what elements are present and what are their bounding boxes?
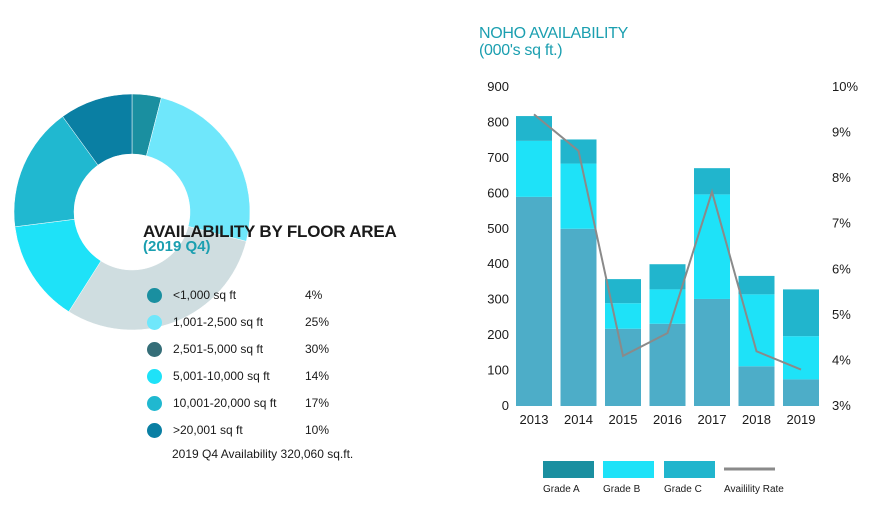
noho-title: NOHO AVAILABILITY	[479, 25, 629, 42]
bar-grade-b-2014	[560, 163, 597, 229]
legend-label: Grade A	[543, 484, 580, 495]
y2-tick-label: 5%	[832, 307, 851, 322]
bar-grade-a-2013	[516, 196, 552, 406]
bar-grade-b-2015	[605, 303, 641, 329]
bar-grade-c-2016	[649, 264, 686, 290]
legend-label: 10,001-20,000 sq ft	[173, 396, 277, 410]
bar-grade-b-2017	[694, 194, 730, 299]
y2-tick-label: 6%	[832, 261, 851, 276]
legend-dot	[147, 423, 162, 438]
y-tick-label: 200	[487, 327, 509, 342]
legend-label: Grade B	[603, 484, 641, 495]
floor-area-donut	[13, 93, 251, 331]
legend-label: Availility Rate	[724, 484, 784, 495]
legend-dot	[147, 315, 162, 330]
noho-subtitle: (000's sq ft.)	[479, 42, 563, 59]
y2-tick-label: 7%	[832, 216, 851, 231]
legend-dot	[147, 369, 162, 384]
legend-label: Grade C	[664, 484, 702, 495]
x-tick-label: 2014	[564, 412, 593, 427]
bar-grade-a-2017	[694, 298, 730, 406]
y2-tick-label: 8%	[832, 170, 851, 185]
legend-dot	[147, 396, 162, 411]
y2-tick-label: 9%	[832, 125, 851, 140]
legend-dot	[147, 288, 162, 303]
legend-label: >20,001 sq ft	[173, 423, 243, 437]
availability-rate-line	[533, 113, 802, 371]
y-tick-label: 100	[487, 363, 509, 378]
legend-swatch-grade-a	[543, 461, 594, 478]
total-availability-note: 2019 Q4 Availability 320,060 sq.ft.	[172, 447, 354, 461]
legend-dot	[147, 342, 162, 357]
y2-tick-label: 3%	[832, 398, 851, 413]
y-tick-label: 900	[487, 79, 509, 94]
bar-grade-c-2018	[738, 275, 775, 295]
y2-tick-label: 4%	[832, 352, 851, 367]
floor-area-title: AVAILABILITY BY FLOOR AREA	[143, 222, 397, 241]
donut-slice-2	[146, 97, 251, 242]
legend-percent: 10%	[305, 423, 330, 437]
x-tick-label: 2018	[742, 412, 771, 427]
bar-grade-c-2013	[516, 116, 552, 141]
bar-grade-a-2016	[649, 323, 686, 406]
y2-tick-label: 10%	[832, 79, 858, 94]
bar-grade-c-2019	[783, 289, 819, 337]
legend-label: 2,501-5,000 sq ft	[173, 342, 264, 356]
x-tick-label: 2019	[787, 412, 816, 427]
legend-percent: 30%	[305, 342, 330, 356]
y-tick-label: 400	[487, 256, 509, 271]
x-tick-label: 2015	[609, 412, 638, 427]
donut-slice-6	[62, 93, 133, 166]
donut-slice-3	[68, 226, 247, 331]
bar-grade-a-2014	[560, 228, 597, 406]
legend-percent: 14%	[305, 369, 330, 383]
legend-label: 1,001-2,500 sq ft	[173, 315, 264, 329]
legend-percent: 4%	[305, 288, 323, 302]
x-tick-label: 2017	[698, 412, 727, 427]
legend-percent: 25%	[305, 315, 330, 329]
x-tick-label: 2016	[653, 412, 682, 427]
noho-chart-title: NOHO AVAILABILITY (000's sq ft.)	[479, 25, 628, 59]
y-tick-label: 500	[487, 221, 509, 236]
y-tick-label: 800	[487, 114, 509, 129]
bar-grade-a-2019	[783, 379, 819, 406]
y-tick-label: 300	[487, 292, 509, 307]
y-tick-label: 600	[487, 185, 509, 200]
legend-label: <1,000 sq ft	[173, 288, 237, 302]
legend-percent: 17%	[305, 396, 330, 410]
floor-area-subtitle: (2019 Q4)	[143, 238, 211, 255]
bar-grade-a-2015	[605, 328, 641, 406]
x-tick-label: 2013	[520, 412, 549, 427]
bar-grade-b-2019	[783, 336, 819, 380]
bar-grade-a-2018	[738, 366, 775, 406]
y-tick-label: 0	[502, 398, 509, 413]
legend-label: 5,001-10,000 sq ft	[173, 369, 270, 383]
y-tick-label: 700	[487, 150, 509, 165]
bar-grade-b-2013	[516, 140, 552, 197]
legend-swatch-grade-c	[664, 461, 715, 478]
legend-swatch-grade-b	[603, 461, 654, 478]
